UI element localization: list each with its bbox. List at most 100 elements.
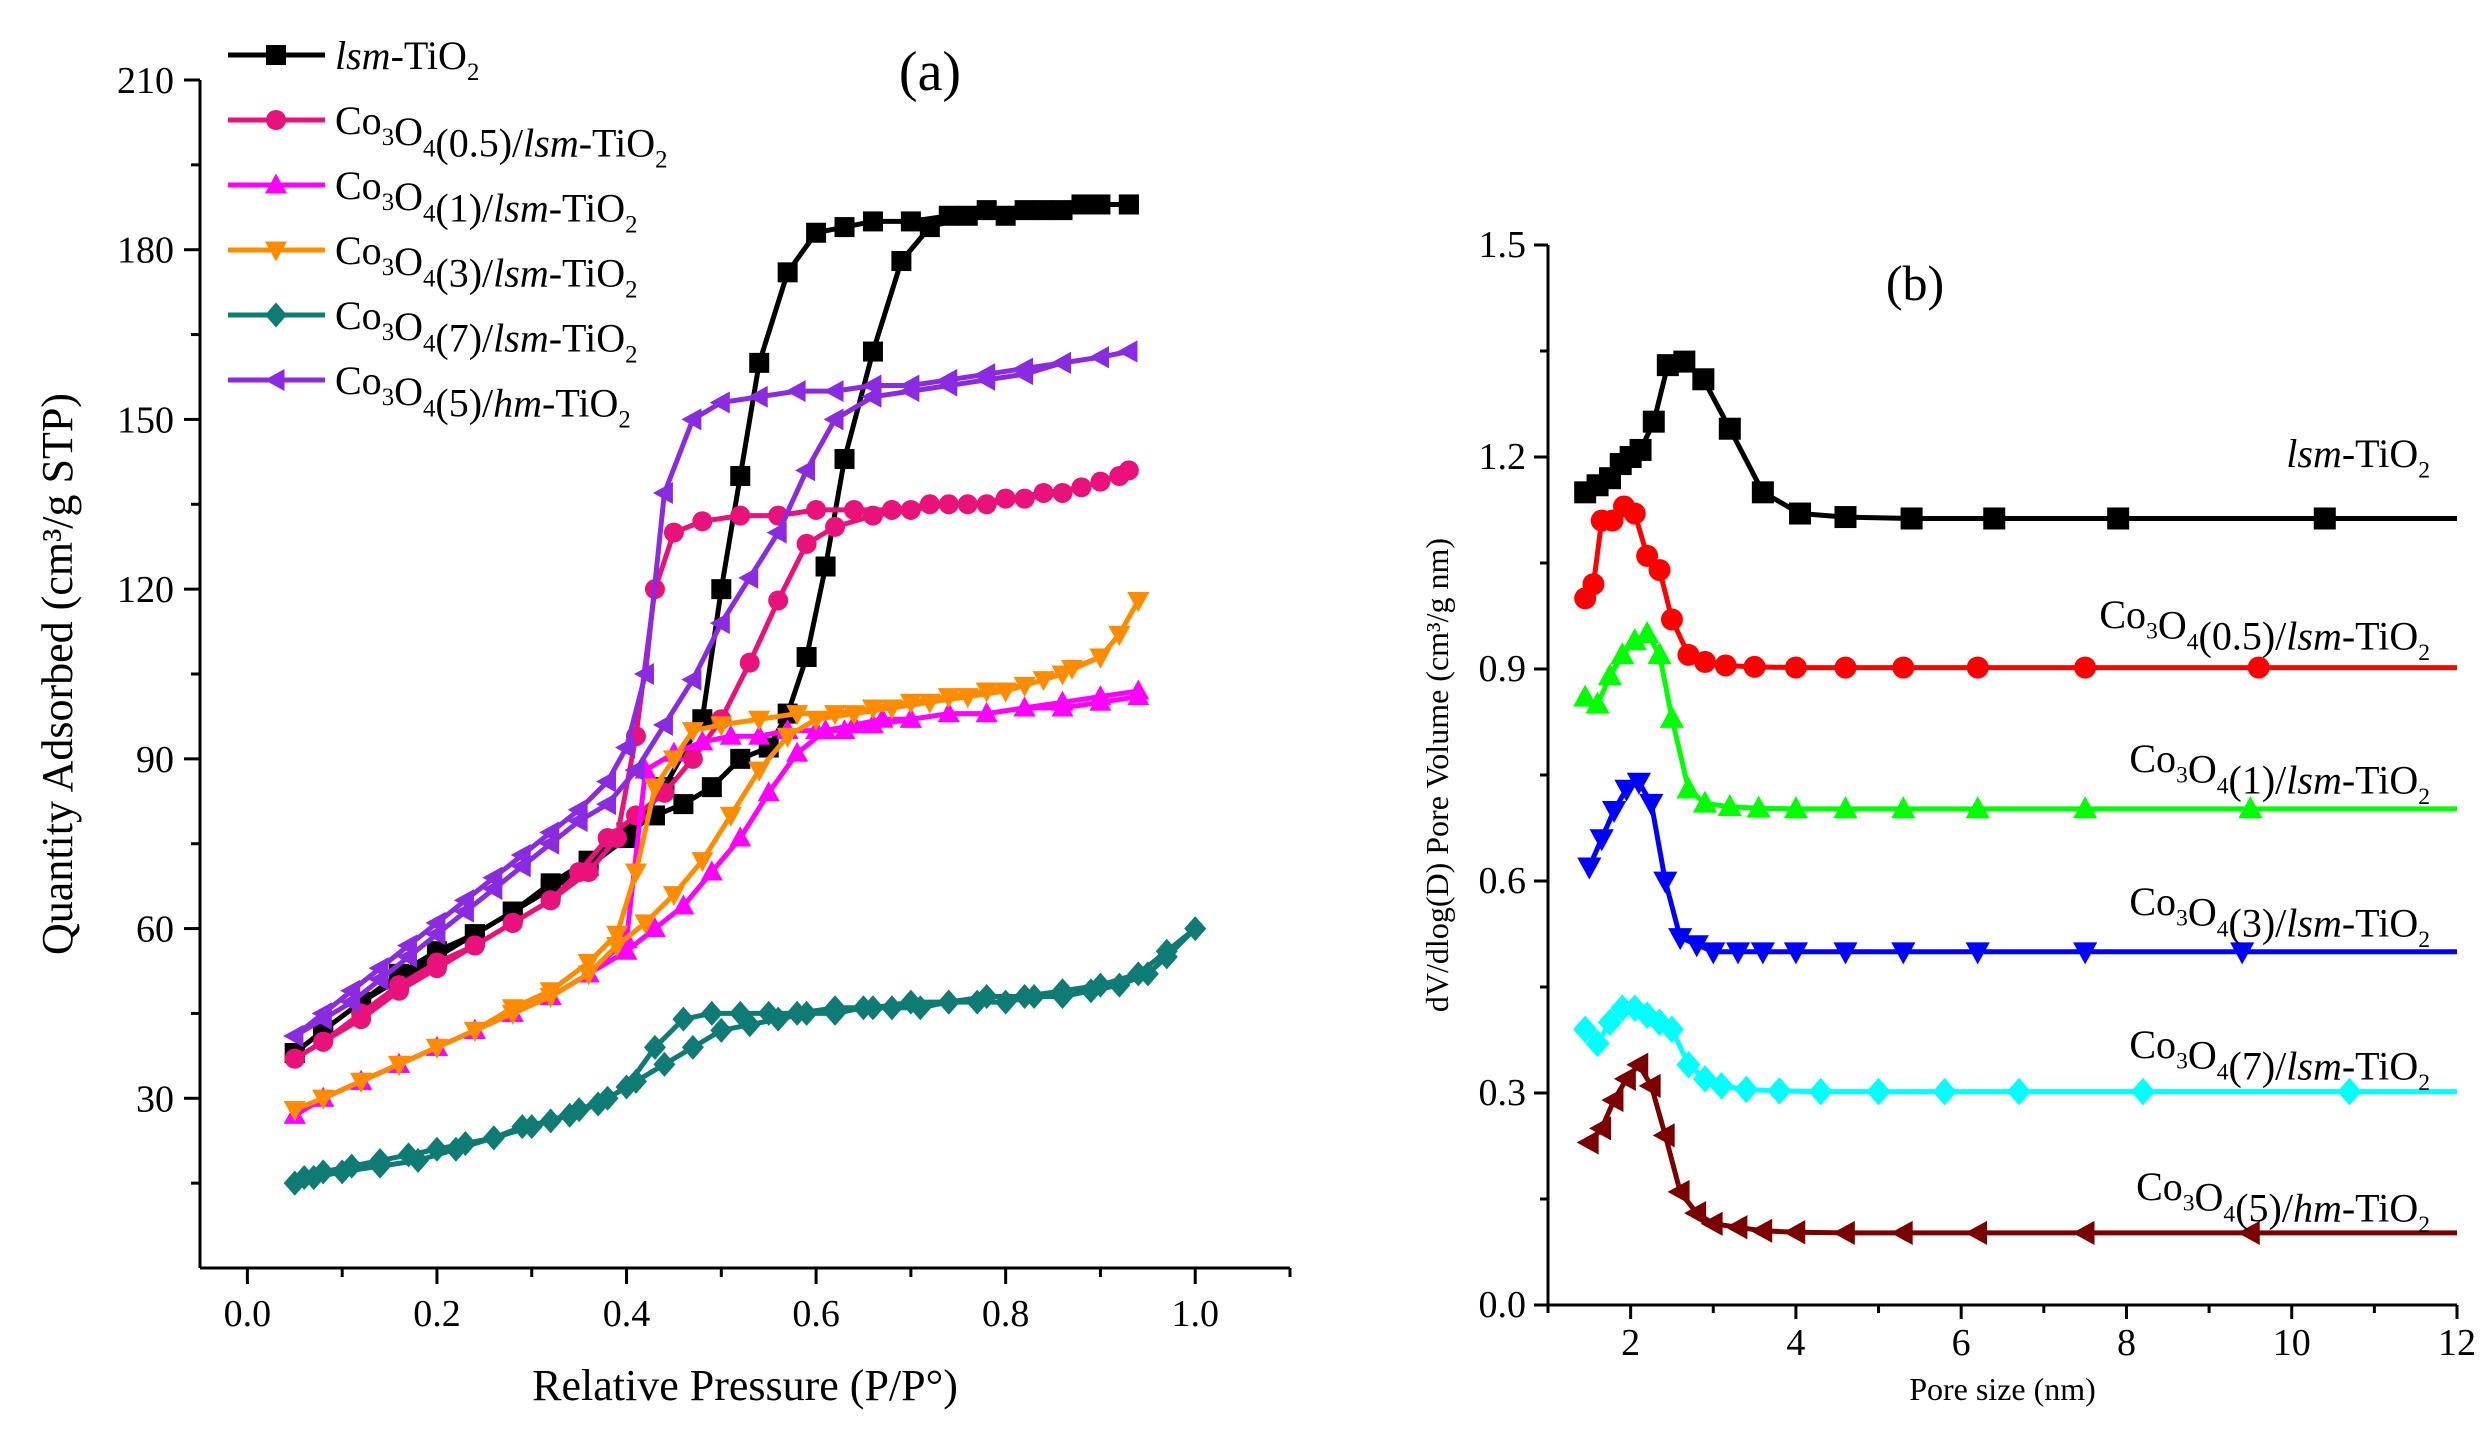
a-data-point [805, 710, 828, 731]
b-y-tick-label: 1.2 [1479, 436, 1527, 478]
a-data-point [652, 481, 673, 504]
b-data-point [1602, 800, 1627, 823]
b-data-point [1656, 354, 1679, 377]
a-legend-marker [265, 173, 287, 194]
a-x-tick-label: 1.0 [1171, 1293, 1219, 1335]
a-data-point [1013, 676, 1036, 697]
a-data-point [312, 1089, 335, 1110]
a-data-point [1117, 340, 1138, 363]
a-data-point [369, 1153, 392, 1179]
a-data-point [957, 205, 978, 226]
b-data-point [1965, 942, 1990, 965]
a-data-point [823, 380, 844, 403]
a-data-point [806, 222, 827, 243]
a-series-co3o4-5-hm-tio2 [283, 340, 1138, 1048]
a-data-point [615, 736, 636, 759]
b-x-axis-label: Pore size (nm) [1909, 1371, 2096, 1407]
a-data-point [757, 1000, 780, 1026]
a-data-point [1127, 679, 1150, 700]
b-series-co3o4-7-lsm-tio2: Co3O4(7)/lsm-TiO2 [1573, 994, 2457, 1106]
b-data-point [1597, 663, 1623, 686]
a-data-point [834, 217, 855, 238]
a-data-point [1127, 961, 1150, 987]
a-y-tick-label: 150 [117, 399, 174, 441]
b-data-point [1692, 368, 1715, 391]
a-legend-item-co3o4-3-lsm-tio2: Co3O4(3)/lsm-TiO2 [228, 228, 638, 304]
b-data-point [1700, 1211, 1723, 1236]
a-y-tick-label: 30 [136, 1078, 174, 1120]
b-data-point [1677, 643, 1700, 666]
b-data-point [1601, 1087, 1624, 1113]
a-data-point [881, 499, 902, 520]
a-data-point [701, 777, 722, 798]
b-series-label: Co3O4(5)/hm-TiO2 [2136, 1164, 2430, 1238]
a-data-point [899, 989, 922, 1015]
a-data-point [1089, 648, 1112, 669]
a-data-point [577, 965, 600, 986]
a-data-point [833, 719, 856, 740]
a-data-point [862, 211, 883, 232]
a-data-point [900, 211, 921, 232]
a-data-point [938, 494, 959, 515]
a-legend-label: Co3O4(0.5)/lsm-TiO2 [335, 98, 668, 174]
a-legend-item-lsm-tio2: lsm-TiO2 [228, 33, 479, 86]
a-data-point [426, 958, 447, 979]
b-data-point [1660, 608, 1683, 631]
a-data-point [634, 914, 657, 935]
a-data-point [1014, 488, 1035, 509]
b-data-point [1808, 1077, 1833, 1106]
a-data-point [444, 1136, 467, 1162]
a-data-point [710, 716, 733, 737]
a-data-point [777, 262, 798, 283]
a-data-point [975, 368, 996, 391]
b-data-point [1676, 776, 1701, 799]
b-data-point [2073, 796, 2098, 819]
b-data-point [1585, 691, 1610, 714]
a-y-tick-label: 180 [117, 230, 174, 272]
a-data-point [994, 989, 1017, 1015]
a-data-point [1033, 482, 1054, 503]
b-data-point [1833, 942, 1858, 965]
b-data-point [1610, 994, 1635, 1022]
a-data-point [606, 937, 629, 958]
a-legend-label: lsm-TiO2 [335, 33, 479, 86]
a-data-point [1127, 591, 1150, 612]
b-data-point [2237, 1220, 2260, 1246]
a-data-point [1184, 916, 1207, 942]
a-x-tick-label: 0.4 [603, 1293, 651, 1335]
a-data-point [785, 380, 806, 403]
a-y-axis-label: Quantity Adsorbed (cm³/g STP) [33, 393, 82, 955]
b-data-point [1725, 942, 1751, 965]
a-data-point [1108, 972, 1131, 998]
b-series-label: lsm-TiO2 [2286, 431, 2430, 484]
a-data-point [397, 945, 418, 968]
a-panel-label: (a) [899, 41, 961, 103]
a-data-point [606, 925, 629, 946]
b-data-point [1734, 1075, 1759, 1104]
b-data-point [1932, 1077, 1957, 1106]
a-data-point [861, 713, 884, 734]
a-data-point [976, 494, 997, 515]
a-data-point [1051, 351, 1072, 374]
a-data-point [453, 900, 474, 923]
a-data-point [425, 1136, 448, 1162]
b-data-point [2313, 507, 2336, 530]
a-data-point [806, 499, 827, 520]
a-data-point [891, 251, 912, 272]
a-data-point [709, 391, 730, 414]
b-data-point [1891, 796, 1916, 819]
a-legend-marker [266, 110, 286, 130]
a-data-point [425, 1038, 448, 1059]
a-y-tick-label: 120 [117, 569, 174, 611]
b-x-tick-label: 10 [2273, 1322, 2311, 1364]
a-data-point [482, 877, 503, 900]
a-data-point [662, 750, 685, 771]
a-data-point [844, 499, 864, 520]
a-data-point [1071, 477, 1092, 498]
a-data-point [956, 688, 979, 709]
a-data-point [975, 682, 998, 703]
a-data-point [351, 1009, 372, 1030]
b-data-point [1614, 779, 1639, 802]
a-data-point [1061, 659, 1083, 680]
a-data-point [567, 810, 588, 833]
